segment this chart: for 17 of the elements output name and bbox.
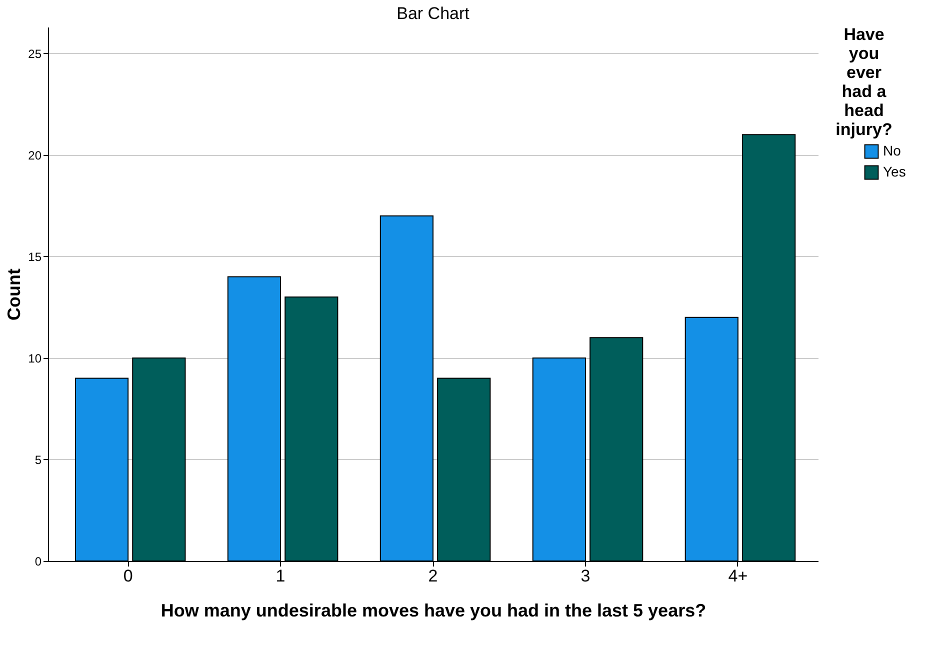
y-tick-label: 15 <box>28 250 42 264</box>
legend-title: Have you ever had a head injury? <box>836 25 892 139</box>
chart-title: Bar Chart <box>396 4 470 23</box>
x-axis-title: How many undesirable moves have you had in the last 5 years? <box>160 600 706 620</box>
legend-label: Yes <box>883 164 906 180</box>
y-tick-label: 0 <box>34 554 42 568</box>
x-tick-label: 2 <box>428 566 438 586</box>
x-tick-label: 1 <box>276 566 286 586</box>
legend-label: No <box>883 142 902 158</box>
x-tick-label: 4+ <box>728 566 748 586</box>
y-tick-label: 25 <box>28 46 42 61</box>
y-tick-label: 20 <box>28 148 42 162</box>
x-tick-label: 3 <box>580 566 590 586</box>
y-axis-title: Count <box>4 268 24 320</box>
y-tick-label: 10 <box>28 351 42 366</box>
x-tick-label: 0 <box>123 566 133 586</box>
y-tick-label: 5 <box>34 452 42 467</box>
